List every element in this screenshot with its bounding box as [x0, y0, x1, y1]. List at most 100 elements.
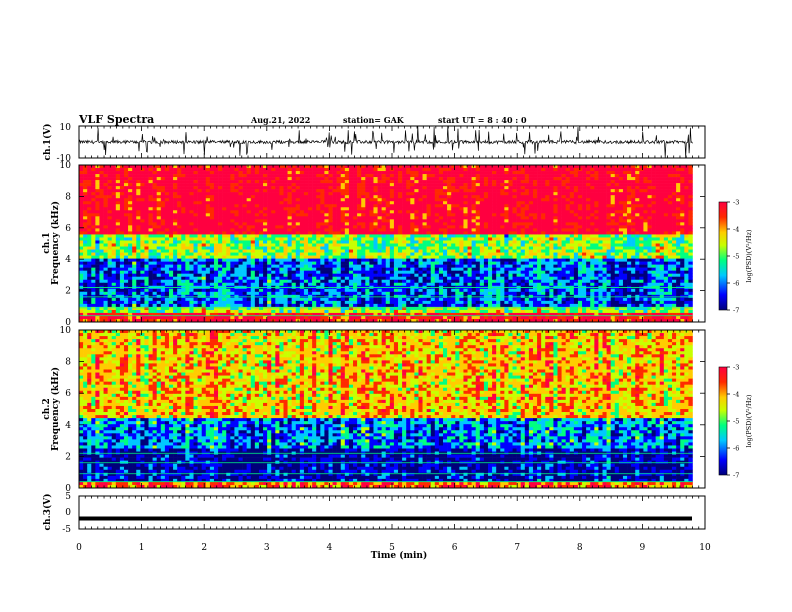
spectrogram-cell	[115, 219, 121, 223]
spectrogram-cell	[348, 171, 354, 175]
spectrogram-cell	[336, 192, 342, 196]
spectrogram-cell	[459, 183, 464, 187]
spectrogram-cell	[598, 180, 603, 184]
spectrogram-cell	[614, 225, 620, 229]
spectrogram-cell	[443, 168, 448, 172]
spectrogram-cell	[500, 183, 505, 187]
spectrogram-cell	[132, 183, 137, 187]
spectrogram-cell	[451, 177, 456, 181]
spectrogram-cell	[667, 255, 673, 259]
spectrogram-cell	[128, 201, 133, 205]
spectrogram-cell	[385, 192, 391, 196]
spectrogram-cell	[406, 180, 411, 184]
spectrogram-cell	[500, 201, 505, 205]
spectrogram-cell	[496, 258, 501, 262]
spectrogram-cell	[659, 174, 665, 178]
spectrogram-cell	[357, 207, 362, 211]
spectrogram-cell	[144, 171, 149, 175]
spectrogram-cell	[353, 201, 358, 205]
spectrogram-cell	[312, 195, 317, 199]
spectrogram-cell	[475, 240, 481, 244]
spectrogram-cell	[516, 249, 522, 253]
spectrogram-cell	[463, 246, 468, 250]
spectrogram-cell	[438, 213, 444, 217]
spectrogram-cell	[459, 192, 464, 196]
spectrogram-cell	[622, 165, 628, 169]
spectrogram-cell	[332, 189, 337, 193]
spectrogram-cell	[336, 249, 342, 253]
spectrogram-cell	[287, 189, 292, 193]
spectrogram-cell	[663, 222, 669, 226]
spectrogram-cell	[185, 171, 190, 175]
spectrogram-cell	[627, 198, 632, 202]
spectrogram-cell	[516, 258, 522, 262]
spectrogram-cell	[487, 204, 493, 208]
spectrogram-cell	[594, 210, 599, 214]
spectrogram-cell	[487, 168, 493, 172]
spectrogram-cell	[365, 243, 370, 247]
spectrogram-cell	[365, 198, 370, 202]
spectrogram-cell	[357, 228, 362, 232]
spectrogram-cell	[680, 240, 685, 244]
spectrogram-cell	[107, 180, 113, 184]
spectrogram-cell	[614, 213, 620, 217]
spectrogram-cell	[594, 234, 599, 238]
spectrogram-cell	[672, 174, 677, 178]
spectrogram-cell	[230, 255, 235, 259]
spectrogram-cell	[357, 219, 362, 223]
spectrogram-cell	[406, 183, 411, 187]
spectrogram-cell	[672, 231, 677, 235]
spectrogram-cell	[672, 216, 677, 220]
spectrogram-cell	[230, 189, 235, 193]
spectrogram-cell	[295, 252, 301, 256]
spectrogram-cell	[590, 186, 595, 190]
spectrogram-cell	[541, 216, 546, 220]
spectrogram-cell	[295, 174, 301, 178]
spectrogram-cell	[598, 240, 603, 244]
spectrogram-cell	[586, 216, 591, 220]
spectrogram-cell	[508, 243, 513, 247]
spectrogram-cell	[414, 207, 419, 211]
spectrogram-cell	[140, 201, 145, 205]
spectrogram-cell	[283, 171, 288, 175]
spectrogram-cell	[107, 174, 113, 178]
spectrogram-cell	[663, 231, 669, 235]
spectrogram-cell	[672, 183, 677, 187]
spectrogram-cell	[516, 237, 522, 241]
spectrogram-cell	[136, 246, 141, 250]
spectrogram-cell	[263, 177, 268, 181]
spectrogram-cell	[647, 243, 652, 247]
spectrogram-cell	[226, 240, 231, 244]
spectrogram-cell	[537, 234, 542, 238]
spectrogram-cell	[471, 219, 477, 223]
spectrogram-cell	[107, 168, 113, 172]
spectrogram-cell	[643, 174, 648, 178]
spectrogram-cell	[295, 177, 301, 181]
spectrogram-cell	[438, 243, 444, 247]
spectrogram-cell	[340, 213, 346, 217]
spectrogram-cell	[156, 225, 162, 229]
spectrogram-cell	[209, 231, 215, 235]
spectrogram-cell	[328, 222, 333, 226]
spectrogram-cell	[389, 249, 395, 253]
spectrogram-cell	[173, 249, 178, 253]
spectrogram-cell	[308, 222, 313, 226]
spectrogram-cell	[500, 237, 505, 241]
spectrogram-cell	[500, 252, 505, 256]
spectrogram-cell	[267, 231, 272, 235]
spectrogram-cell	[549, 237, 554, 241]
spectrogram-cell	[99, 219, 104, 223]
spectrogram-cell	[680, 237, 685, 241]
spectrogram-cell	[524, 165, 530, 169]
spectrogram-cell	[148, 225, 153, 229]
spectrogram-cell	[91, 243, 96, 247]
spectrogram-cell	[418, 207, 423, 211]
spectrogram-cell	[254, 201, 260, 205]
spectrogram-cell	[377, 225, 382, 229]
spectrogram-cell	[189, 231, 194, 235]
spectrogram-cell	[267, 225, 272, 229]
spectrogram-cell	[672, 246, 677, 250]
spectrogram-cell	[447, 216, 452, 220]
spectrogram-cell	[684, 186, 689, 190]
